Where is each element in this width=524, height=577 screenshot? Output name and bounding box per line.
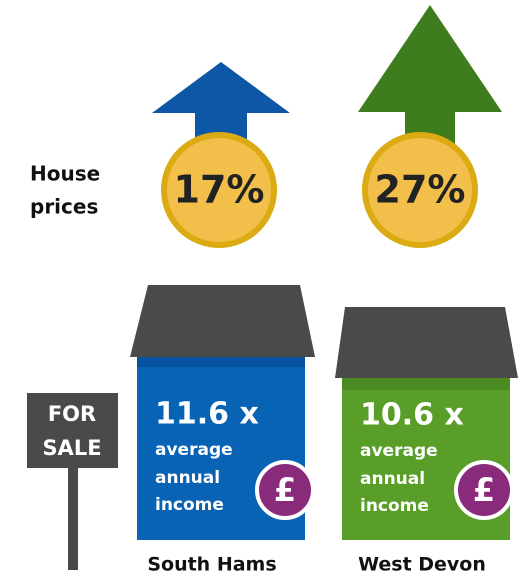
pound-badge [454, 460, 514, 520]
arrow-up [358, 5, 502, 170]
price-rise: 27% [375, 168, 466, 212]
area-name: West Devon [358, 554, 486, 576]
coin [161, 132, 277, 248]
roof [130, 285, 315, 357]
ratio-text: income [155, 495, 224, 515]
ratio: 11.6 x [155, 397, 259, 432]
sign-text: FOR [48, 402, 96, 426]
pound-symbol: £ [274, 471, 296, 509]
pound-symbol: £ [473, 471, 495, 509]
ratio-text: annual [155, 468, 220, 488]
label: prices [30, 195, 98, 219]
ratio: 10.6 x [360, 398, 464, 433]
area-name: South Hams [147, 554, 276, 576]
sign-text: SALE [42, 436, 101, 460]
sign-board [27, 393, 118, 468]
ratio-text: average [360, 441, 438, 461]
coin [362, 132, 478, 248]
sign-post [68, 460, 78, 570]
house-stripe [342, 378, 510, 390]
arrow-up [152, 62, 290, 170]
price-rise: 17% [174, 168, 265, 212]
pound-badge [255, 460, 315, 520]
roof [335, 307, 518, 378]
ratio-text: annual [360, 469, 425, 489]
label: House [30, 162, 100, 186]
ratio-text: average [155, 440, 233, 460]
ratio-text: income [360, 496, 429, 516]
house-stripe [137, 355, 305, 367]
